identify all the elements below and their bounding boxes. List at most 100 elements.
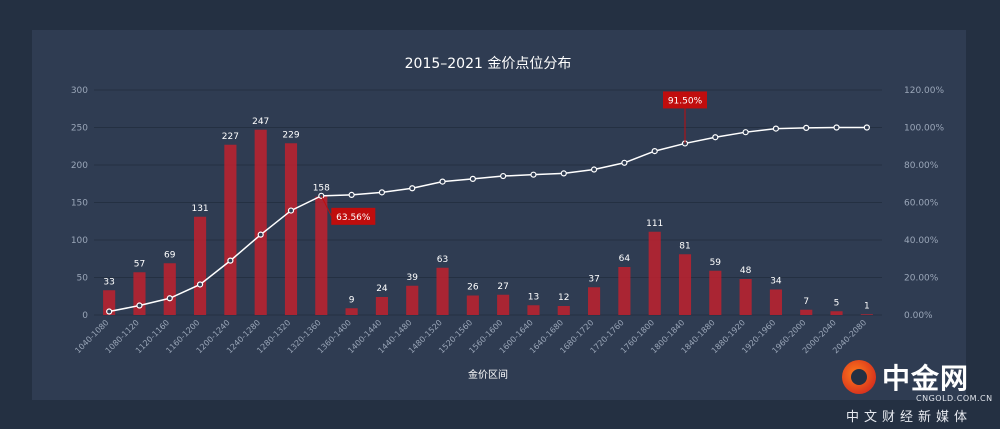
bar-value-label: 37 <box>588 274 599 284</box>
bar <box>466 295 479 315</box>
bar-value-label: 81 <box>679 241 690 251</box>
bar-value-label: 64 <box>619 254 631 264</box>
callout-label: 91.50% <box>668 96 703 106</box>
bar-value-label: 59 <box>710 258 722 268</box>
bar-value-label: 63 <box>437 255 448 265</box>
bar-value-label: 131 <box>191 204 208 214</box>
bar <box>224 144 237 315</box>
cumulative-point <box>136 302 143 309</box>
cumulative-point <box>378 189 386 196</box>
cumulative-point <box>560 170 567 177</box>
y-left-tick-label: 250 <box>71 124 88 134</box>
y-right-tick-label: 0.00% <box>904 311 933 321</box>
watermark-domain: CNGOLD.COM.CN <box>916 394 993 403</box>
bar-value-label: 9 <box>349 295 355 305</box>
bar-value-label: 33 <box>103 277 114 287</box>
bar <box>375 297 388 315</box>
bar <box>163 263 176 315</box>
bar <box>315 196 328 315</box>
y-left-tick-label: 200 <box>71 161 88 171</box>
callout-label: 63.56% <box>336 213 371 223</box>
y-left-tick-label: 100 <box>71 236 88 246</box>
bar <box>103 290 116 315</box>
bar <box>557 306 570 315</box>
cumulative-point <box>803 124 810 131</box>
y-left-tick-label: 150 <box>71 199 88 209</box>
y-right-tick-label: 20.00% <box>904 274 939 284</box>
y-left-tick-label: 300 <box>71 86 88 96</box>
cumulative-point <box>742 129 749 136</box>
chart-title: 2015–2021 金价点位分布 <box>405 56 572 72</box>
bar-value-label: 12 <box>558 293 569 303</box>
bar <box>588 287 601 315</box>
cumulative-point <box>166 295 173 302</box>
bar-value-label: 158 <box>313 184 330 194</box>
cumulative-point <box>469 175 476 182</box>
bar-value-label: 227 <box>222 132 239 142</box>
cumulative-point <box>106 308 113 315</box>
cumulative-point <box>772 125 780 132</box>
bar-value-label: 111 <box>646 219 663 229</box>
callout-box <box>331 207 376 225</box>
cumulative-point <box>833 124 840 131</box>
bar-value-label: 5 <box>834 298 840 308</box>
cumulative-point <box>651 148 658 155</box>
bar <box>678 254 692 315</box>
bar <box>194 216 207 315</box>
chart-svg: 2015–2021 金价点位分布 0 50 100 150 200 250 300 0.00% 2… <box>71 56 945 381</box>
y-right-tick-label: 120.00% <box>904 86 944 96</box>
bar <box>345 308 358 315</box>
bar <box>406 285 419 315</box>
y-right-tick-label: 100.00% <box>904 124 944 134</box>
cumulative-point <box>227 257 234 264</box>
cumulative-point <box>196 281 204 288</box>
bar-value-label: 1 <box>864 301 870 311</box>
bar-value-label: 39 <box>407 273 419 283</box>
cumulative-point <box>257 231 264 238</box>
cngold-logo-icon <box>842 360 876 394</box>
bar <box>527 305 540 315</box>
y-right-tick-label: 60.00% <box>904 199 939 209</box>
callout-box <box>663 91 707 109</box>
bar-value-label: 34 <box>770 277 782 287</box>
bar-value-label: 247 <box>252 117 269 127</box>
bar-value-label: 24 <box>376 284 388 294</box>
cumulative-line <box>109 126 867 313</box>
cumulative-point <box>621 159 628 166</box>
bar-value-label: 57 <box>134 259 145 269</box>
watermark-slogan: 中文财经新媒体 <box>846 410 973 425</box>
bar <box>739 279 752 315</box>
watermark-name: 中金网 <box>882 362 970 395</box>
bar-value-label: 26 <box>467 283 479 293</box>
bar <box>284 143 298 315</box>
cumulative-point <box>863 124 870 131</box>
bar <box>830 311 843 315</box>
bar <box>618 267 631 315</box>
cumulative-point <box>712 134 719 141</box>
watermark: 中金网 CNGOLD.COM.CN 中文财经新媒体 <box>832 354 1000 429</box>
cumulative-point <box>500 172 507 180</box>
y-left-tick-label: 0 <box>82 311 88 321</box>
bar <box>709 270 722 315</box>
cumulative-point <box>409 185 416 192</box>
bar <box>769 289 782 315</box>
bar <box>860 314 873 315</box>
bar <box>497 294 510 315</box>
bar-value-label: 48 <box>740 266 752 276</box>
bar <box>648 231 661 315</box>
bar <box>800 309 813 315</box>
bar-value-label: 7 <box>803 297 809 307</box>
cumulative-point <box>348 191 355 198</box>
y-left-tick-label: 50 <box>77 274 89 284</box>
cumulative-point <box>439 178 446 185</box>
bar-value-label: 27 <box>497 282 508 292</box>
bar-value-label: 69 <box>164 250 176 260</box>
cumulative-point <box>530 171 537 178</box>
bar-value-label: 229 <box>282 130 299 140</box>
chart-panel: 2015–2021 金价点位分布 0 50 100 150 200 250 300 0.00% 2… <box>32 30 966 400</box>
cumulative-point <box>287 207 295 214</box>
bar <box>436 267 449 315</box>
bar <box>254 129 267 315</box>
y-right-tick-label: 80.00% <box>904 161 939 171</box>
x-axis-label: 金价区间 <box>468 368 508 381</box>
